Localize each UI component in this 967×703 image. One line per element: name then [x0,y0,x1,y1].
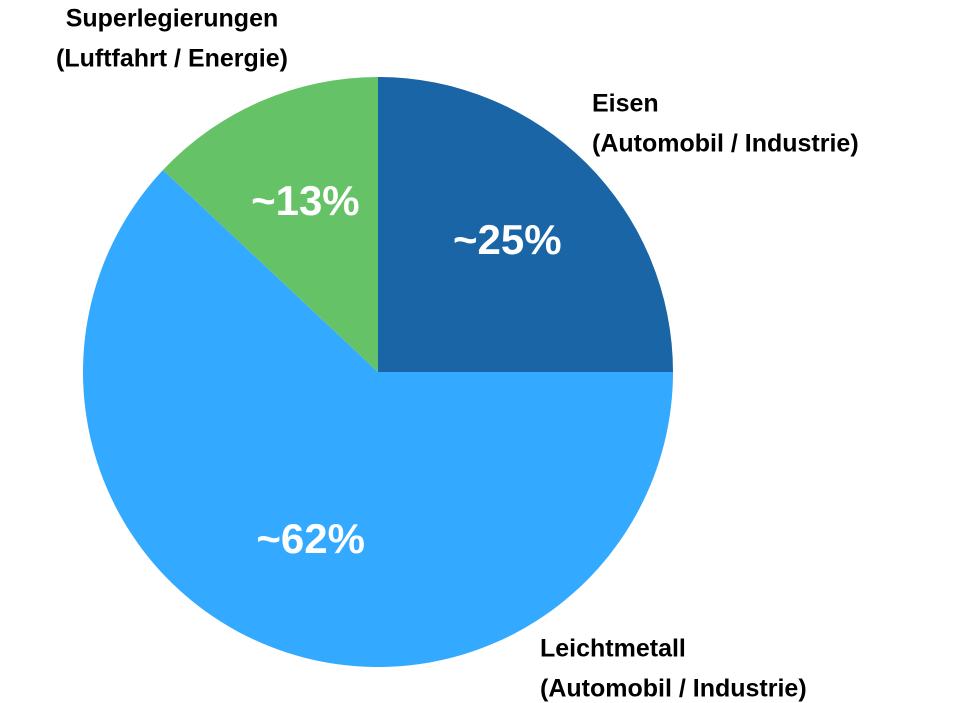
pie-slice [162,77,378,372]
pie-slice [82,170,674,667]
category-label: Superlegierungen [66,5,279,33]
value-label: ~13% [251,177,360,224]
pie-slice [378,77,673,372]
value-label: ~62% [256,515,365,562]
category-label: Leichtmetall [540,635,686,663]
category-label: Eisen [592,90,659,118]
category-label: (Automobil / Industrie) [592,130,859,158]
value-label: ~25% [453,216,562,263]
category-label: (Luftfahrt / Energie) [56,45,288,73]
category-label: (Automobil / Industrie) [540,675,807,703]
